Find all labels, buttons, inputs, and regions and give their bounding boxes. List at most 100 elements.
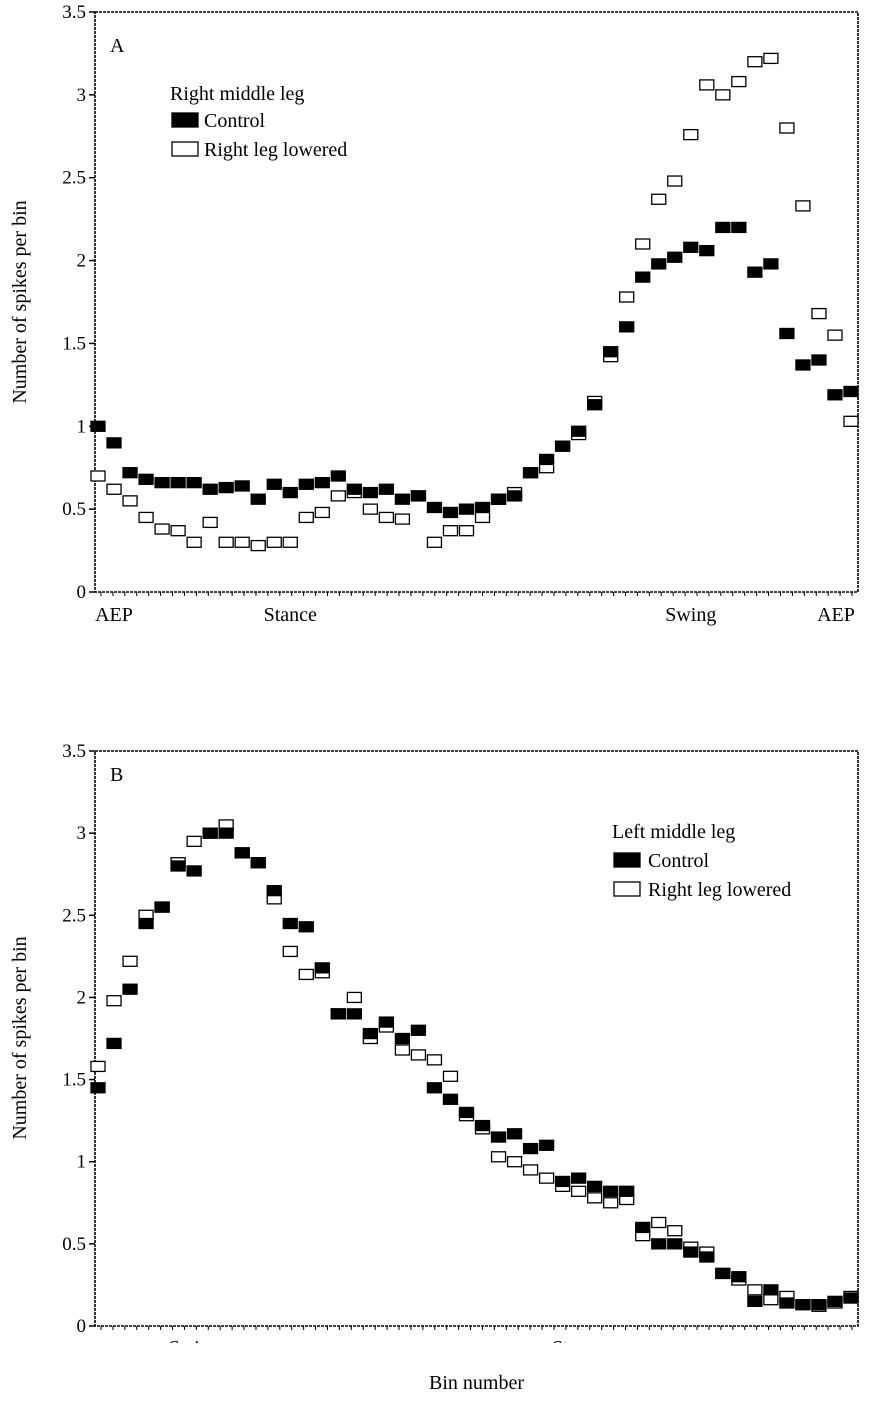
right-leg-lowered-point — [122, 495, 138, 507]
control-point — [731, 1271, 747, 1283]
right-leg-lowered-point — [234, 536, 250, 548]
control-point — [234, 480, 250, 492]
right-leg-lowered-point — [731, 75, 747, 88]
control-point — [522, 1142, 539, 1155]
control-point — [587, 399, 603, 411]
control-point — [731, 221, 747, 234]
right-leg-lowered-point — [811, 307, 827, 320]
control-point — [346, 483, 362, 495]
right-leg-lowered-point — [506, 1156, 523, 1168]
control-point — [506, 490, 523, 502]
right-leg-lowered-point — [715, 89, 731, 101]
control-point — [490, 1131, 507, 1143]
plot-frame — [94, 750, 859, 1327]
control-point — [138, 917, 154, 930]
control-point — [330, 1008, 346, 1020]
right-leg-lowered-point — [282, 945, 298, 958]
control-point — [779, 327, 795, 340]
control-point — [314, 476, 330, 489]
control-point — [106, 1037, 122, 1050]
control-point — [779, 1297, 795, 1309]
right-leg-lowered-point — [426, 1054, 443, 1066]
legend-swatch-control — [613, 852, 641, 868]
right-leg-lowered-point — [378, 511, 395, 524]
control-point — [298, 478, 314, 490]
control-point — [538, 1139, 555, 1151]
control-point — [795, 359, 811, 371]
panel-b: 0 0.5 1 1.5 2 2.5 3 3.5 Swing Stance Number of spi… — [0, 733, 873, 1359]
control-point — [170, 860, 186, 872]
control-point — [314, 962, 330, 974]
control-point — [186, 476, 202, 489]
control-point — [570, 425, 587, 437]
control-point — [458, 1106, 475, 1119]
control-point — [250, 493, 266, 505]
right-leg-lowered-point — [298, 511, 314, 524]
control-point — [635, 271, 651, 283]
x-axis-title-text: Bin number — [429, 1372, 524, 1394]
control-point — [843, 385, 859, 398]
legend-swatch-right-leg-lowered — [613, 881, 641, 897]
right-leg-lowered-point — [667, 1225, 683, 1237]
legend-swatch-control — [171, 112, 199, 128]
control-point — [667, 1238, 683, 1250]
x-tick-label: Stance — [264, 604, 317, 626]
control-point — [538, 453, 555, 466]
control-point — [106, 437, 122, 449]
control-point — [619, 321, 635, 333]
control-point — [635, 1221, 651, 1234]
right-leg-lowered-point — [747, 1284, 763, 1296]
control-point — [747, 266, 763, 278]
right-leg-lowered-point — [522, 1164, 539, 1176]
right-leg-lowered-point — [410, 1049, 427, 1061]
control-point — [394, 493, 411, 505]
right-leg-lowered-point — [442, 1070, 459, 1082]
control-point — [122, 467, 138, 479]
control-point — [747, 1295, 763, 1308]
legend-label: Right leg lowered — [648, 879, 791, 901]
panel-a: 0 0.5 1 1.5 2 2.5 3 3.5 AEP Stance Swing AEP Number … — [0, 0, 873, 655]
right-leg-lowered-point — [635, 238, 651, 250]
control-point — [266, 478, 282, 490]
y-tick-label: 1 — [77, 416, 87, 437]
right-leg-lowered-point — [667, 175, 683, 187]
right-leg-lowered-point — [394, 513, 411, 525]
control-point — [362, 486, 379, 499]
right-leg-lowered-point — [154, 523, 170, 535]
right-leg-lowered-point — [587, 1192, 603, 1204]
right-leg-lowered-point — [763, 52, 779, 65]
control-point — [90, 1082, 106, 1094]
right-leg-lowered-point — [106, 483, 122, 495]
right-leg-lowered-point — [538, 1172, 555, 1184]
control-point — [667, 251, 683, 263]
control-point — [554, 1175, 571, 1188]
right-leg-lowered-point — [827, 329, 843, 341]
control-point — [843, 1292, 859, 1304]
control-point — [282, 486, 298, 499]
y-axis-title: Number of spikes per bin — [9, 200, 31, 403]
y-tick-label: 2 — [77, 251, 87, 272]
right-leg-lowered-point — [651, 193, 667, 205]
y-tick-label: 1.5 — [62, 333, 86, 354]
control-point — [603, 346, 619, 358]
control-point — [474, 501, 491, 514]
y-tick-label: 0.5 — [62, 1234, 86, 1255]
y-tick-label: 3.5 — [62, 741, 86, 762]
control-point — [426, 501, 443, 514]
right-leg-lowered-point — [218, 536, 234, 548]
right-leg-lowered-point — [474, 511, 491, 524]
x-tick-label: AEP — [817, 604, 855, 626]
control-point — [587, 1180, 603, 1193]
control-point — [699, 244, 715, 257]
control-point — [651, 258, 667, 270]
right-leg-lowered-point — [570, 1185, 587, 1197]
control-point — [827, 389, 843, 401]
control-point — [186, 865, 202, 877]
y-tick-label: 1.5 — [62, 1070, 86, 1091]
control-point — [603, 1185, 619, 1197]
right-leg-lowered-point — [282, 536, 298, 548]
panel-label: B — [110, 764, 123, 786]
control-point — [378, 1016, 395, 1028]
control-point — [394, 1032, 411, 1045]
control-point — [218, 827, 234, 839]
